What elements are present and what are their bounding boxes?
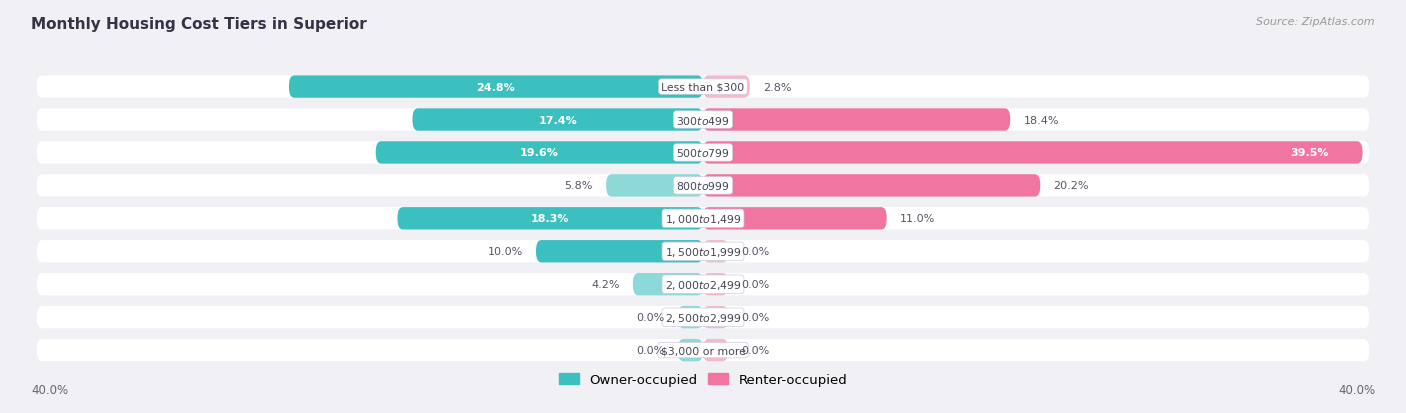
Text: 40.0%: 40.0% — [1339, 384, 1375, 396]
Text: Source: ZipAtlas.com: Source: ZipAtlas.com — [1257, 17, 1375, 26]
FancyBboxPatch shape — [703, 208, 887, 230]
Text: 4.2%: 4.2% — [591, 280, 620, 290]
FancyBboxPatch shape — [536, 240, 703, 263]
Text: 0.0%: 0.0% — [741, 345, 769, 355]
FancyBboxPatch shape — [678, 306, 703, 329]
FancyBboxPatch shape — [37, 273, 1369, 296]
Text: 20.2%: 20.2% — [1053, 181, 1090, 191]
Text: Less than $300: Less than $300 — [661, 82, 745, 93]
Text: $800 to $999: $800 to $999 — [676, 180, 730, 192]
FancyBboxPatch shape — [703, 339, 728, 361]
Text: 0.0%: 0.0% — [741, 312, 769, 323]
FancyBboxPatch shape — [703, 175, 1040, 197]
FancyBboxPatch shape — [703, 240, 728, 263]
FancyBboxPatch shape — [412, 109, 703, 131]
Text: $300 to $499: $300 to $499 — [676, 114, 730, 126]
Text: $2,500 to $2,999: $2,500 to $2,999 — [665, 311, 741, 324]
FancyBboxPatch shape — [606, 175, 703, 197]
Text: 0.0%: 0.0% — [637, 312, 665, 323]
Text: 18.3%: 18.3% — [531, 214, 569, 224]
Text: $1,000 to $1,499: $1,000 to $1,499 — [665, 212, 741, 225]
Text: $2,000 to $2,499: $2,000 to $2,499 — [665, 278, 741, 291]
FancyBboxPatch shape — [398, 208, 703, 230]
Text: 0.0%: 0.0% — [637, 345, 665, 355]
Text: 0.0%: 0.0% — [741, 247, 769, 256]
Text: 2.8%: 2.8% — [763, 82, 792, 93]
FancyBboxPatch shape — [37, 109, 1369, 131]
Text: 0.0%: 0.0% — [741, 280, 769, 290]
Text: Monthly Housing Cost Tiers in Superior: Monthly Housing Cost Tiers in Superior — [31, 17, 367, 31]
FancyBboxPatch shape — [375, 142, 703, 164]
Text: 40.0%: 40.0% — [31, 384, 67, 396]
FancyBboxPatch shape — [703, 306, 728, 329]
FancyBboxPatch shape — [37, 240, 1369, 263]
FancyBboxPatch shape — [703, 273, 728, 296]
FancyBboxPatch shape — [703, 109, 1010, 131]
Text: 18.4%: 18.4% — [1024, 115, 1059, 125]
Text: 24.8%: 24.8% — [477, 82, 516, 93]
Text: 11.0%: 11.0% — [900, 214, 935, 224]
FancyBboxPatch shape — [37, 306, 1369, 329]
Legend: Owner-occupied, Renter-occupied: Owner-occupied, Renter-occupied — [554, 368, 852, 392]
Text: 10.0%: 10.0% — [488, 247, 523, 256]
Text: $500 to $799: $500 to $799 — [676, 147, 730, 159]
FancyBboxPatch shape — [703, 142, 1362, 164]
FancyBboxPatch shape — [37, 208, 1369, 230]
Text: 19.6%: 19.6% — [520, 148, 558, 158]
FancyBboxPatch shape — [703, 76, 749, 99]
FancyBboxPatch shape — [37, 142, 1369, 164]
FancyBboxPatch shape — [37, 339, 1369, 361]
Text: 17.4%: 17.4% — [538, 115, 576, 125]
FancyBboxPatch shape — [288, 76, 703, 99]
Text: 39.5%: 39.5% — [1291, 148, 1329, 158]
FancyBboxPatch shape — [37, 175, 1369, 197]
FancyBboxPatch shape — [678, 339, 703, 361]
Text: $3,000 or more: $3,000 or more — [661, 345, 745, 355]
Text: 5.8%: 5.8% — [564, 181, 593, 191]
FancyBboxPatch shape — [633, 273, 703, 296]
Text: $1,500 to $1,999: $1,500 to $1,999 — [665, 245, 741, 258]
FancyBboxPatch shape — [37, 76, 1369, 99]
